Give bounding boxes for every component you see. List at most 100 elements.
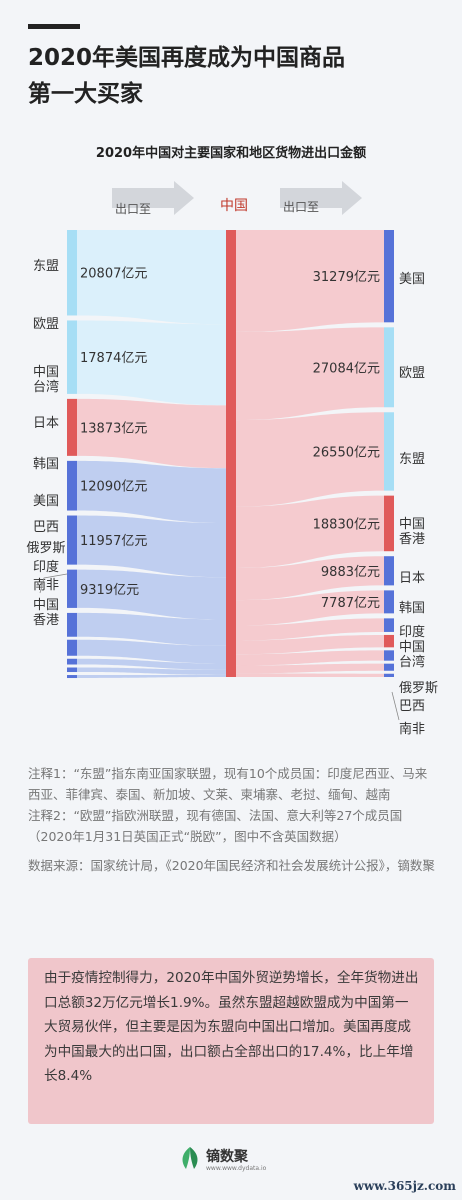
- import-node-bar: [67, 460, 77, 511]
- import-value-label: 11957亿元: [80, 534, 147, 549]
- logo-url: www.www.dydata.io: [206, 1165, 267, 1172]
- node-label: 巴西: [33, 520, 59, 535]
- node-label: 俄罗斯: [26, 541, 65, 556]
- flow-import-3: [77, 460, 226, 524]
- import-value-label: 12090亿元: [80, 480, 147, 495]
- watermark: www.365jz.com: [353, 1179, 456, 1193]
- export-node-bar: [384, 634, 394, 648]
- node-label: 印度: [399, 624, 425, 640]
- title-accent-bar: [28, 24, 80, 29]
- flow-export-2: [236, 412, 384, 507]
- header-arrow-left: [112, 181, 194, 215]
- export-node-bar: [384, 495, 394, 552]
- node-label: 美国: [399, 272, 425, 287]
- node-label: 日本: [33, 416, 59, 431]
- node-label: 中国: [399, 640, 425, 655]
- flow-export-5: [236, 590, 384, 626]
- flow-import-6: [77, 612, 226, 646]
- import-value-label: 20807亿元: [80, 267, 147, 282]
- import-node-bar: [67, 612, 77, 637]
- title-line-2: 第一大买家: [28, 81, 143, 107]
- export-value-label: 31279亿元: [313, 270, 380, 285]
- import-node-bar: [67, 658, 77, 665]
- node-label: 南非: [33, 577, 59, 593]
- node-label: 欧盟: [33, 317, 59, 332]
- export-node-bar: [384, 230, 394, 323]
- import-value-label: 13873亿元: [80, 421, 147, 436]
- flow-import-7: [77, 639, 226, 664]
- node-label: 中国: [33, 598, 59, 613]
- node-label: 日本: [399, 571, 425, 586]
- import-node-bar: [67, 639, 77, 656]
- import-node-bar: [67, 667, 77, 673]
- chart-title: 2020年中国对主要国家和地区货物进出口金额: [95, 146, 367, 161]
- header-label-left: 出口至: [115, 202, 151, 216]
- header-label-right: 出口至: [283, 200, 319, 214]
- import-node-bar: [67, 515, 77, 565]
- node-label: 美国: [33, 494, 59, 509]
- flow-import-9: [77, 667, 226, 675]
- import-node-bar: [67, 398, 77, 456]
- flow-export-4: [236, 556, 384, 601]
- flow-export-3: [236, 495, 384, 568]
- flow-export-0: [236, 230, 384, 332]
- node-label: 印度: [33, 559, 59, 575]
- flow-import-2: [77, 398, 226, 469]
- title-line-1: 2020年美国再度成为中国商品: [28, 45, 346, 71]
- flow-export-9: [236, 663, 384, 674]
- flow-export-7: [236, 634, 384, 655]
- center-node: [226, 230, 236, 677]
- export-node-bar: [384, 327, 394, 408]
- summary-box: 由于疫情控制得力，2020年中国外贸逆势增长，全年货物进出口总额32万亿元增长1…: [28, 958, 434, 1124]
- note-1: 注释1：“东盟”指东南亚国家联盟，现有10个成员国：印度尼西亚、马来西亚、菲律宾…: [28, 766, 428, 802]
- node-label: 东盟: [399, 452, 425, 467]
- import-value-label: 9319亿元: [80, 583, 139, 598]
- node-label: 欧盟: [399, 366, 425, 381]
- header-arrow-right: [280, 181, 362, 215]
- node-label: 韩国: [399, 601, 425, 616]
- import-node-bar: [67, 569, 77, 608]
- flow-import-5: [77, 569, 226, 620]
- node-label: 东盟: [33, 259, 59, 274]
- export-node-bar: [384, 663, 394, 671]
- export-node-bar: [384, 412, 394, 491]
- node-label: 香港: [33, 613, 59, 628]
- import-node-bar: [67, 230, 77, 316]
- node-label: 香港: [399, 532, 425, 547]
- label-leader-line: [39, 573, 68, 594]
- export-value-label: 27084亿元: [313, 361, 380, 376]
- export-value-label: 26550亿元: [313, 445, 380, 460]
- export-node-bar: [384, 556, 394, 586]
- node-label: 韩国: [33, 457, 59, 472]
- flow-import-4: [77, 515, 226, 578]
- note-2: 注释2：“欧盟”指欧洲联盟，现有德国、法国、意大利等27个成员国（2020年1月…: [28, 808, 403, 844]
- flow-export-1: [236, 327, 384, 421]
- node-label: 中国: [33, 365, 59, 380]
- import-value-label: 17874亿元: [80, 351, 147, 366]
- flow-export-6: [236, 618, 384, 641]
- export-node-bar: [384, 618, 394, 632]
- flow-export-8: [236, 650, 384, 666]
- import-node-bar: [67, 320, 77, 394]
- node-label: 台湾: [33, 379, 59, 395]
- data-source: 数据来源：国家统计局，《2020年国民经济和社会发展统计公报》，镝数聚: [28, 858, 435, 873]
- export-node-bar: [384, 673, 394, 677]
- export-value-label: 18830亿元: [313, 517, 380, 532]
- import-node-bar: [67, 675, 77, 679]
- label-leader-line: [391, 691, 400, 721]
- page-title: 2020年美国再度成为中国商品 第一大买家: [28, 40, 448, 112]
- export-value-label: 9883亿元: [321, 565, 380, 580]
- flow-import-1: [77, 320, 226, 406]
- node-label: 巴西: [399, 699, 425, 714]
- node-label: 俄罗斯: [399, 681, 438, 696]
- node-label: 南非: [399, 721, 425, 737]
- node-label: 台湾: [399, 654, 425, 670]
- notes: 注释1：“东盟”指东南亚国家联盟，现有10个成员国：印度尼西亚、马来西亚、菲律宾…: [28, 763, 438, 876]
- flow-import-8: [77, 658, 226, 670]
- flow-import-0: [77, 230, 226, 325]
- logo-name: 镝数聚: [206, 1149, 248, 1165]
- export-value-label: 7787亿元: [321, 596, 380, 611]
- flow-import-10: [77, 674, 226, 679]
- node-label: 中国: [399, 517, 425, 532]
